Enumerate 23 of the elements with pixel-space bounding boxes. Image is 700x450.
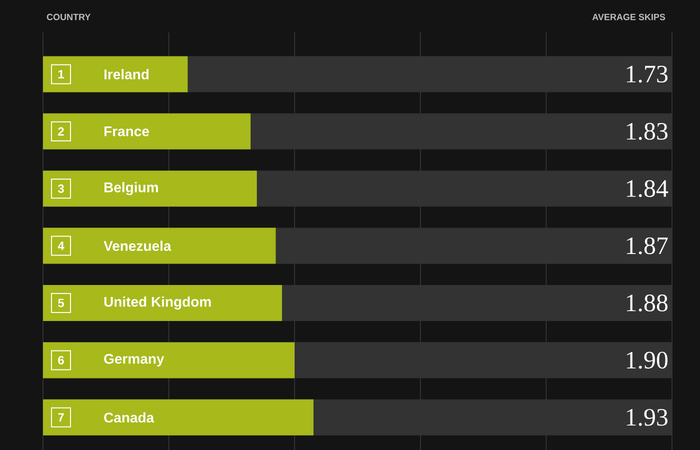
annotation: 7: [58, 413, 64, 422]
data-label: 1.83: [626, 122, 668, 140]
annotation: 5: [58, 298, 64, 308]
y-tick-label: Ireland: [104, 69, 149, 80]
annotation: 1: [58, 70, 64, 78]
y-tick-label: Germany: [104, 354, 164, 367]
annotation: 4: [58, 242, 64, 250]
y-tick-label: Belgium: [104, 182, 158, 196]
data-label: 1.90: [626, 352, 668, 369]
annotation: 2: [58, 127, 64, 136]
y-tick-label: United Kingdom: [104, 296, 211, 310]
x-axis-title: AVERAGE SKIPS: [592, 14, 666, 20]
data-label: 1.84: [626, 180, 668, 198]
annotation: 6: [58, 356, 64, 364]
data-label: 1.93: [626, 408, 668, 426]
data-label: 1.88: [626, 294, 668, 312]
y-tick-label: Canada: [104, 412, 154, 423]
data-label: 1.73: [626, 66, 668, 83]
annotation: 3: [58, 184, 64, 193]
data-label: 1.87: [626, 237, 668, 254]
y-axis-title: COUNTRY: [46, 14, 91, 20]
y-tick-label: France: [104, 126, 149, 136]
y-tick-label: Venezuela: [104, 240, 172, 251]
